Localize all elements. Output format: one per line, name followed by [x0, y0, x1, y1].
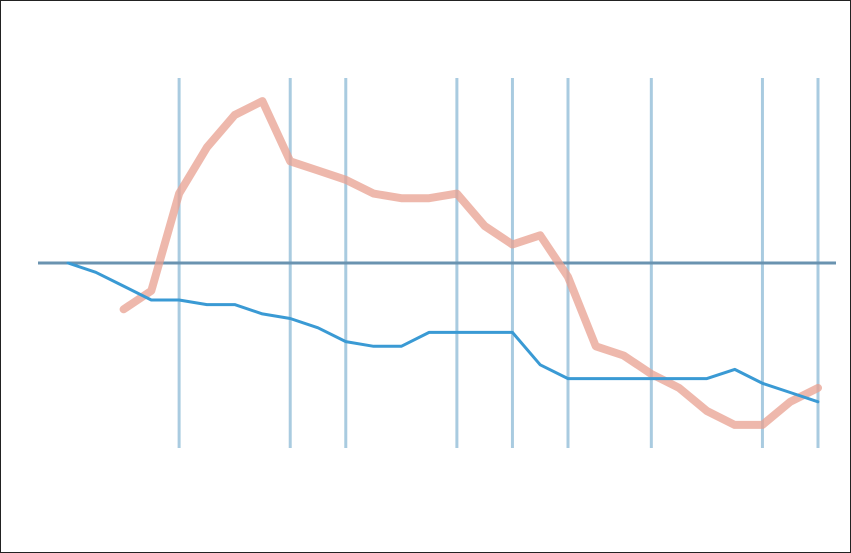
series-line-0 — [119, 97, 822, 429]
series-line-1 — [66, 261, 820, 404]
